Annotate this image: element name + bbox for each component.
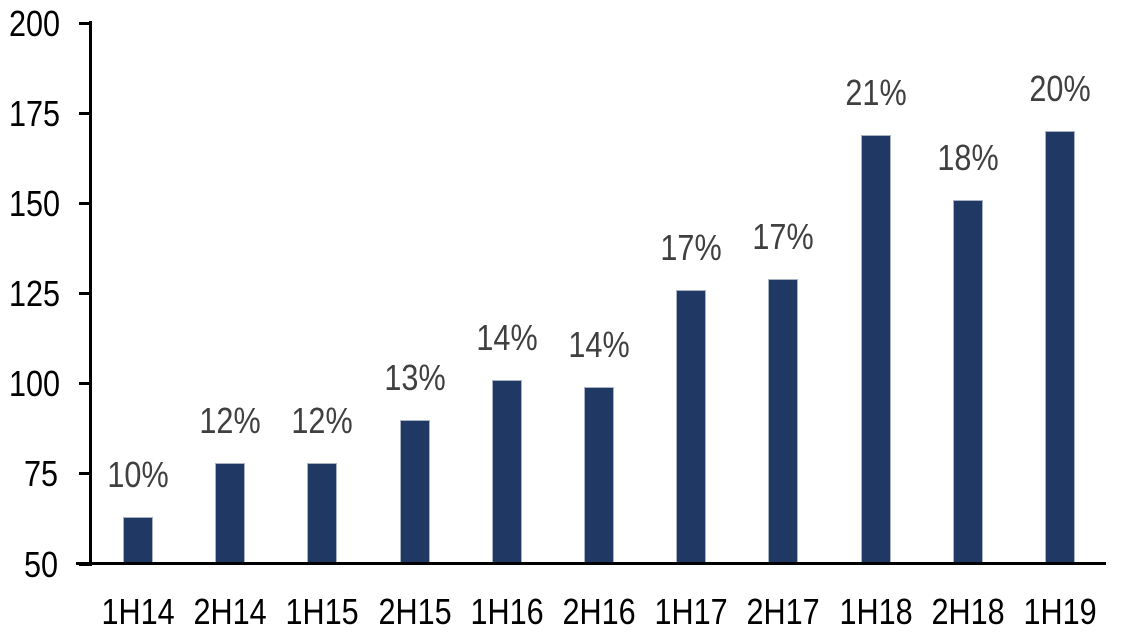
y-tick-mark: [79, 472, 92, 476]
x-category-label-text: 1H16: [470, 591, 544, 632]
bar: [215, 463, 246, 564]
y-tick-mark: [79, 111, 92, 115]
bar-value-label: 17%: [621, 229, 761, 266]
x-axis-line: [76, 562, 1106, 565]
x-category-label-text: 2H15: [378, 591, 452, 632]
bar-value-label: 14%: [437, 319, 577, 356]
x-category-label: 1H19: [1014, 593, 1106, 630]
bar: [307, 463, 338, 564]
y-tick-label: 200: [0, 2, 61, 44]
y-tick-label-text: 50: [23, 543, 58, 585]
bar-value-label-text: 18%: [937, 136, 999, 178]
x-category-label: 1H15: [276, 593, 368, 630]
bar: [952, 199, 983, 564]
x-category-label: 1H16: [461, 593, 553, 630]
bar-value-label: 14%: [529, 326, 669, 363]
bar-value-label: 12%: [160, 402, 300, 439]
x-category-label: 2H16: [553, 593, 645, 630]
bar-value-label: 18%: [898, 139, 1038, 176]
x-category-label-text: 2H18: [931, 591, 1005, 632]
y-axis-line: [89, 21, 92, 566]
bar-value-label-text: 12%: [291, 400, 354, 441]
x-category-label: 1H18: [829, 593, 921, 630]
y-tick-label: 150: [0, 182, 61, 224]
bar-value-label-text: 14%: [476, 317, 538, 359]
bar: [768, 279, 799, 564]
bar: [1044, 131, 1075, 564]
y-tick-mark: [79, 201, 92, 205]
y-tick-mark: [79, 382, 92, 386]
bar: [584, 387, 614, 564]
y-tick-label-text: 75: [23, 453, 58, 495]
bar-value-label-text: 21%: [844, 71, 907, 113]
y-tick-mark: [79, 21, 92, 25]
x-category-label: 2H14: [184, 593, 276, 630]
bar-value-label-text: 12%: [199, 400, 261, 441]
x-category-label-text: 2H16: [562, 591, 636, 632]
bar-value-label: 17%: [713, 218, 853, 255]
bar-value-label: 12%: [252, 402, 392, 439]
y-tick-mark: [79, 292, 92, 295]
x-category-label-text: 1H14: [101, 591, 175, 632]
bar: [676, 289, 707, 564]
y-tick-label-text: 150: [9, 182, 61, 224]
x-category-label: 2H15: [369, 593, 461, 630]
y-tick-label: 75: [0, 455, 58, 492]
bar-value-label-text: 13%: [383, 356, 446, 398]
bar-value-label-text: 14%: [568, 324, 630, 366]
y-tick-label-text: 125: [9, 273, 61, 314]
bar-value-label-text: 10%: [107, 454, 169, 496]
bar: [399, 419, 430, 564]
x-category-label-text: 1H18: [838, 591, 913, 632]
x-category-label: 1H14: [92, 593, 184, 630]
y-tick-label: 125: [0, 273, 61, 314]
x-category-label: 1H17: [645, 593, 737, 630]
x-category-label-text: 1H19: [1023, 591, 1097, 632]
x-category-label: 2H18: [922, 593, 1014, 630]
y-tick-label-text: 200: [9, 2, 61, 44]
bar: [123, 517, 154, 564]
bar: [860, 134, 891, 564]
y-tick-label: 50: [0, 546, 58, 583]
x-category-label-text: 1H15: [285, 591, 360, 632]
bar-value-label: 13%: [345, 359, 485, 396]
bar-value-label-text: 17%: [752, 216, 814, 258]
bar-value-label: 10%: [68, 456, 208, 493]
bar-value-label-text: 17%: [660, 226, 722, 268]
bar-value-label: 21%: [806, 74, 946, 111]
y-tick-label-text: 175: [9, 92, 61, 134]
x-category-label: 2H17: [737, 593, 829, 630]
x-category-label-text: 1H17: [654, 591, 728, 632]
bar: [491, 380, 522, 564]
y-tick-label: 175: [0, 92, 61, 134]
x-category-label-text: 2H14: [193, 591, 267, 632]
y-tick-label-text: 100: [9, 363, 61, 405]
x-category-label-text: 2H17: [746, 591, 820, 632]
bar-value-label: 20%: [990, 70, 1129, 107]
bar-value-label-text: 20%: [1029, 68, 1091, 110]
y-tick-label: 100: [0, 363, 61, 405]
